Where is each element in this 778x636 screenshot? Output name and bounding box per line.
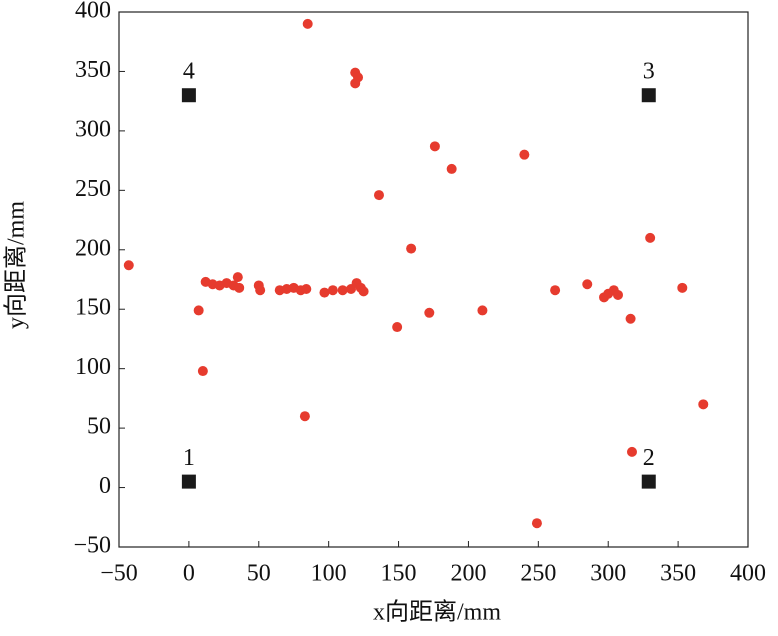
data-point xyxy=(677,282,688,293)
data-point xyxy=(234,282,245,293)
data-point xyxy=(698,399,709,410)
plot-frame xyxy=(118,11,749,548)
anchor-point xyxy=(641,88,656,103)
y-tick-label: 400 xyxy=(75,0,111,24)
x-tick-label: 300 xyxy=(590,561,626,587)
data-point xyxy=(358,286,369,297)
anchor-point xyxy=(181,88,196,103)
point-label: 1 xyxy=(183,445,195,471)
data-point xyxy=(373,190,384,201)
data-point xyxy=(625,313,636,324)
point-label: 3 xyxy=(643,59,655,85)
x-tick-label: 350 xyxy=(660,561,696,587)
point-label: 2 xyxy=(643,445,655,471)
y-axis-title: y向距离/mm xyxy=(3,201,30,329)
data-point xyxy=(197,366,208,377)
x-tick-label: 0 xyxy=(183,561,195,587)
data-point xyxy=(531,518,542,529)
y-tick-label: −50 xyxy=(73,533,111,559)
data-point xyxy=(392,322,403,333)
data-point xyxy=(193,305,204,316)
y-tick-label: 150 xyxy=(75,295,111,321)
point-label: 4 xyxy=(183,59,195,85)
x-tick-label: 150 xyxy=(381,561,417,587)
x-axis-title: x向距离/mm xyxy=(373,599,501,626)
data-point xyxy=(406,243,417,254)
data-point xyxy=(626,446,637,457)
data-point xyxy=(337,285,348,296)
data-point xyxy=(582,279,593,290)
anchor-point xyxy=(181,474,196,489)
data-point xyxy=(429,141,440,152)
data-point xyxy=(550,285,561,296)
y-tick-label: 250 xyxy=(75,176,111,202)
y-tick-label: 50 xyxy=(87,414,111,440)
x-tick-label: 200 xyxy=(450,561,486,587)
data-point xyxy=(299,411,310,422)
data-point xyxy=(350,78,361,89)
data-point xyxy=(302,18,313,29)
x-tick-label: −50 xyxy=(100,561,138,587)
x-tick-label: 400 xyxy=(730,561,766,587)
data-point xyxy=(255,285,266,296)
data-point xyxy=(424,307,435,318)
x-tick-label: 250 xyxy=(520,561,556,587)
y-tick-label: 100 xyxy=(75,354,111,380)
data-point xyxy=(319,287,330,298)
data-point xyxy=(613,289,624,300)
y-tick-label: 0 xyxy=(99,473,111,499)
data-point xyxy=(301,284,312,295)
data-point xyxy=(123,260,134,271)
y-tick-label: 300 xyxy=(75,116,111,142)
y-tick-label: 200 xyxy=(75,235,111,261)
y-tick-label: 350 xyxy=(75,57,111,83)
data-point xyxy=(477,305,488,316)
anchor-point xyxy=(641,474,656,489)
data-point xyxy=(327,285,338,296)
data-point xyxy=(446,163,457,174)
data-point xyxy=(519,149,530,160)
data-point xyxy=(232,272,243,283)
x-tick-label: 100 xyxy=(311,561,347,587)
data-point xyxy=(645,232,656,243)
x-tick-label: 50 xyxy=(247,561,271,587)
